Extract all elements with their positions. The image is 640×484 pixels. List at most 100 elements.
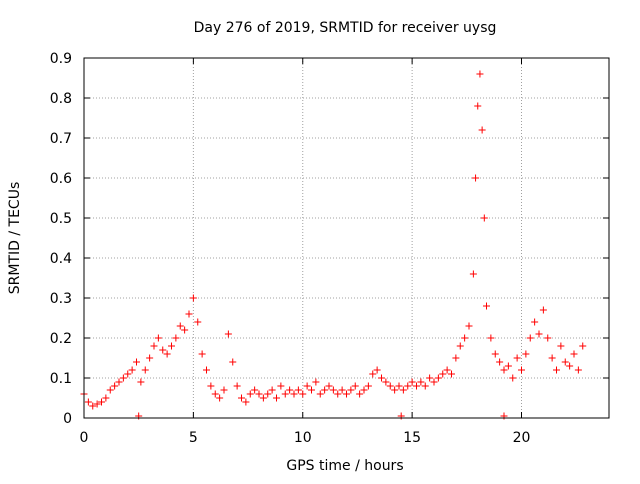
data-point — [312, 378, 320, 386]
data-point — [478, 126, 486, 134]
data-point — [487, 334, 495, 342]
x-tick-label: 15 — [403, 430, 421, 446]
data-point — [483, 302, 490, 310]
data-point — [421, 382, 429, 390]
data-point — [176, 322, 184, 330]
data-point — [185, 310, 193, 318]
data-point — [189, 294, 197, 302]
data-point — [124, 370, 132, 378]
data-point — [102, 394, 110, 402]
data-point — [286, 386, 294, 394]
data-point — [472, 174, 480, 182]
data-point — [308, 386, 315, 394]
data-point — [378, 374, 385, 382]
data-point — [141, 366, 149, 374]
y-tick-label: 0.2 — [50, 331, 72, 347]
data-point — [154, 334, 162, 342]
data-point — [207, 382, 215, 390]
data-point — [522, 350, 530, 358]
data-point — [474, 102, 482, 110]
data-point — [461, 334, 469, 342]
data-point — [544, 334, 552, 342]
data-point — [417, 378, 425, 386]
data-point — [579, 342, 587, 350]
data-point — [356, 390, 364, 398]
tick-labels: 0 0.1 0.2 0.3 0.4 0.5 0.6 0.7 0.8 0.9 0 5 10 15 20 — [50, 51, 531, 446]
x-tick-label: 10 — [294, 430, 312, 446]
data-point — [150, 342, 158, 350]
data-point — [159, 346, 167, 354]
y-tick-label: 0 — [63, 411, 72, 427]
data-point — [570, 350, 578, 358]
data-point — [220, 386, 228, 394]
data-point — [535, 330, 543, 338]
data-point — [395, 382, 403, 390]
data-point — [526, 334, 534, 342]
y-tick-label: 0.1 — [50, 371, 72, 387]
data-point — [386, 382, 394, 390]
data-point — [294, 386, 302, 394]
data-point — [194, 318, 202, 326]
axis-ticks — [83, 57, 609, 419]
data-point — [242, 398, 250, 406]
y-tick-label: 0.8 — [50, 91, 72, 107]
data-point — [408, 378, 416, 386]
data-point — [325, 382, 333, 390]
x-axis-title: GPS time / hours — [286, 458, 403, 474]
data-point — [480, 214, 488, 222]
chart-title: Day 276 of 2019, SRMTID for receiver uys… — [194, 20, 497, 36]
data-point — [496, 358, 504, 366]
data-point — [413, 382, 420, 390]
y-tick-label: 0.6 — [50, 171, 72, 187]
data-point — [469, 270, 477, 278]
data-point — [347, 386, 355, 394]
data-point — [115, 378, 123, 386]
data-point — [531, 318, 539, 326]
y-tick-label: 0.3 — [50, 291, 72, 307]
data-point — [566, 362, 574, 370]
data-points — [80, 70, 587, 420]
data-point — [268, 386, 276, 394]
data-point — [452, 354, 460, 362]
data-point — [430, 378, 438, 386]
data-point — [98, 398, 105, 406]
data-point — [281, 390, 289, 398]
data-point — [329, 386, 337, 394]
data-point — [238, 394, 245, 402]
data-point — [128, 366, 136, 374]
data-point — [439, 370, 447, 378]
data-point — [119, 374, 127, 382]
data-point — [504, 362, 512, 370]
data-point — [426, 374, 434, 382]
data-point — [476, 70, 484, 78]
data-point — [557, 342, 565, 350]
x-tick-label: 0 — [80, 430, 89, 446]
data-point — [351, 382, 359, 390]
data-point — [338, 386, 346, 394]
data-point — [224, 330, 232, 338]
grid — [84, 58, 609, 418]
data-point — [334, 390, 342, 398]
data-point — [513, 354, 521, 362]
data-point — [233, 382, 241, 390]
data-point — [198, 350, 206, 358]
data-point — [382, 378, 390, 386]
y-tick-label: 0.5 — [50, 211, 72, 227]
y-axis-title: SRMTID / TECUs — [7, 182, 23, 295]
data-point — [465, 322, 473, 330]
data-point — [518, 366, 525, 374]
data-point — [561, 358, 569, 366]
plot-frame — [83, 57, 610, 419]
data-point — [211, 390, 219, 398]
data-point — [277, 382, 285, 390]
data-point — [491, 350, 499, 358]
data-point — [369, 370, 377, 378]
data-point — [290, 390, 298, 398]
data-point — [203, 366, 210, 374]
data-point — [172, 334, 180, 342]
x-tick-label: 5 — [189, 430, 198, 446]
data-point — [553, 366, 560, 374]
data-point — [364, 382, 372, 390]
data-point — [316, 390, 324, 398]
